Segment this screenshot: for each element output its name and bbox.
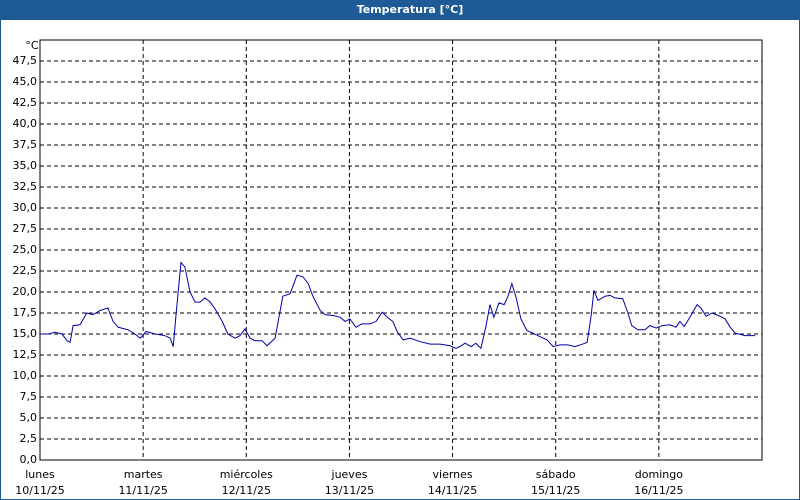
x-tick-label: domingo: [635, 468, 683, 481]
y-tick-label: 25,0: [13, 243, 38, 256]
y-tick-label: 15,0: [13, 327, 38, 340]
x-tick-label: sábado: [536, 468, 576, 481]
y-unit: °C: [25, 39, 39, 52]
temperature-line: [40, 261, 756, 350]
y-tick-label: 32,5: [13, 180, 38, 193]
y-tick-label: 17,5: [13, 306, 38, 319]
chart-title: Temperatura [°C]: [357, 3, 464, 16]
y-tick-label: 22,5: [13, 264, 38, 277]
y-tick-label: 5,0: [20, 411, 38, 424]
y-tick-label: 47,5: [13, 54, 38, 67]
y-tick-label: 12,5: [13, 348, 38, 361]
x-tick-date: 16/11/25: [634, 484, 683, 497]
y-tick-label: 40,0: [13, 117, 38, 130]
y-tick-label: 35,0: [13, 159, 38, 172]
x-tick-label: lunes: [25, 468, 55, 481]
x-tick-date: 12/11/25: [222, 484, 271, 497]
x-tick-date: 13/11/25: [325, 484, 374, 497]
y-tick-label: 10,0: [13, 369, 38, 382]
x-tick-date: 15/11/25: [531, 484, 580, 497]
x-tick-label: martes: [124, 468, 163, 481]
y-tick-label: 27,5: [13, 222, 38, 235]
y-tick-label: 20,0: [13, 285, 38, 298]
y-tick-label: 2,5: [20, 432, 38, 445]
y-tick-label: 30,0: [13, 201, 38, 214]
y-tick-label: 0,0: [20, 453, 38, 466]
y-tick-label: 37,5: [13, 138, 38, 151]
x-tick-date: 10/11/25: [15, 484, 64, 497]
x-tick-date: 14/11/25: [428, 484, 477, 497]
x-tick-label: miércoles: [220, 468, 273, 481]
y-tick-label: 7,5: [20, 390, 38, 403]
y-tick-label: 42,5: [13, 96, 38, 109]
y-tick-label: 45,0: [13, 75, 38, 88]
title-bar: [0, 0, 800, 20]
x-tick-label: viernes: [433, 468, 473, 481]
x-tick-label: jueves: [331, 468, 368, 481]
plot-frame: [39, 39, 763, 461]
x-tick-date: 11/11/25: [118, 484, 167, 497]
